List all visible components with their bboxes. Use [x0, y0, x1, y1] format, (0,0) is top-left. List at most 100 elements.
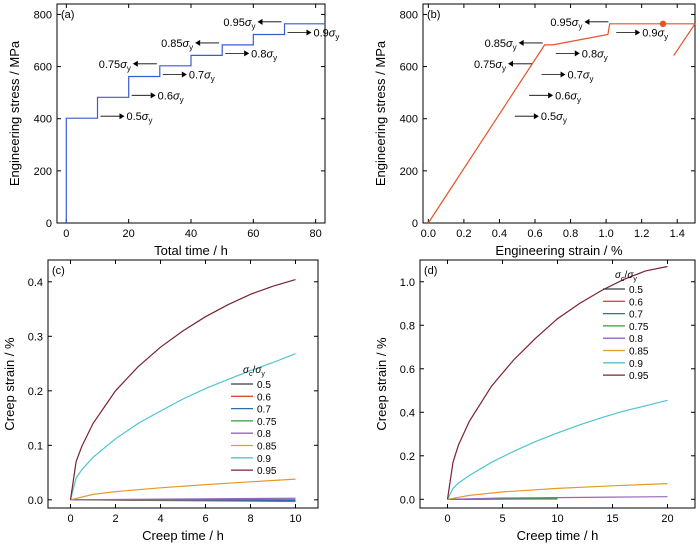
annotation-label: 0.85σy	[161, 38, 193, 52]
arrowhead	[195, 40, 200, 46]
y-tick-label: 0.4	[28, 277, 43, 289]
series-line	[66, 24, 325, 223]
y-tick-label: 200	[34, 166, 52, 178]
y-tick-label: 600	[34, 62, 52, 74]
x-tick-label: 20	[123, 228, 135, 240]
arrowhead	[257, 19, 262, 25]
legend-title: σc/σy	[615, 270, 637, 283]
panel-label: (b)	[427, 9, 440, 21]
y-axis-label: Engineering stress / MPa	[7, 40, 22, 186]
y-tick-label: 1.0	[400, 277, 415, 289]
chart-panel-4: 0 5 10 15 20 0.0 0.2 0.4 0.6 0.8 1.0 Creep time / h…	[374, 260, 695, 543]
x-tick-label: 6	[202, 513, 208, 525]
panel-label: (a)	[61, 9, 74, 21]
arrowhead	[151, 92, 156, 98]
x-axis-label: Creep time / h	[142, 528, 224, 543]
y-tick-label: 0.4	[400, 407, 415, 419]
arrowhead	[635, 30, 640, 36]
x-axis-label: Engineering strain / %	[495, 243, 623, 258]
y-tick-label: 0.8	[400, 320, 415, 332]
y-tick-label: 0.2	[28, 386, 43, 398]
y-tick-label: 0.3	[28, 331, 43, 343]
arrowhead	[548, 92, 553, 98]
y-axis-label: Creep strain / %	[374, 337, 389, 431]
x-tick-label: 10	[289, 513, 301, 525]
x-tick-label: 15	[606, 513, 618, 525]
y-tick-label: 200	[400, 166, 418, 178]
annotation-label: 0.75σy	[474, 59, 506, 73]
annotation-label: 0.6σy	[555, 90, 581, 104]
x-tick-label: 0	[67, 513, 73, 525]
arrowhead	[133, 61, 138, 67]
annotation-label: 0.85σy	[485, 38, 517, 52]
legend-label: 0.8	[257, 429, 271, 440]
annotation-label: 0.95σy	[223, 17, 255, 31]
y-tick-label: 0.1	[28, 440, 43, 452]
y-tick-label: 600	[400, 62, 418, 74]
annotation-label: 0.7σy	[189, 69, 215, 83]
legend-label: 0.95	[629, 371, 649, 382]
legend-label: 0.9	[629, 359, 643, 370]
x-tick-label: 1.2	[634, 228, 649, 240]
legend-label: 0.5	[257, 380, 271, 391]
series-line-0.85	[71, 479, 296, 500]
legend-label: 0.6	[629, 297, 643, 308]
x-tick-label: 0.4	[492, 228, 507, 240]
x-tick-label: 8	[247, 513, 253, 525]
y-tick-label: 0.0	[400, 494, 415, 506]
y-tick-label: 0.6	[400, 364, 415, 376]
annotation-label: 0.5σy	[541, 111, 567, 125]
plot-frame	[48, 260, 318, 508]
y-tick-label: 800	[400, 9, 418, 21]
annotation-label: 0.9σy	[642, 28, 668, 42]
x-tick-label: 5	[499, 513, 505, 525]
y-tick-label: 400	[34, 114, 52, 126]
legend-label: 0.95	[257, 466, 277, 477]
annotation-label: 0.5σy	[127, 111, 153, 125]
annotation-label: 0.6σy	[158, 90, 184, 104]
annotation-label: 0.95σy	[550, 17, 582, 31]
annotation-label: 0.75σy	[99, 59, 131, 73]
x-tick-label: 1.0	[598, 228, 613, 240]
annotation-label: 0.8σy	[251, 48, 277, 62]
arrowhead	[519, 40, 524, 46]
plot-frame	[420, 260, 695, 508]
legend-label: 0.75	[629, 322, 649, 333]
x-tick-label: 40	[185, 228, 197, 240]
x-tick-label: 2	[112, 513, 118, 525]
arrowhead	[244, 50, 249, 56]
y-tick-label: 0.2	[400, 451, 415, 463]
legend-label: 0.85	[629, 347, 649, 358]
x-axis-label: Creep time / h	[517, 528, 599, 543]
x-axis-label: Total time / h	[154, 243, 228, 258]
legend-label: 0.85	[257, 442, 277, 453]
data-marker	[660, 21, 666, 27]
arrowhead	[534, 113, 539, 119]
x-tick-label: 20	[661, 513, 673, 525]
y-tick-label: 0	[46, 218, 52, 230]
y-tick-label: 400	[400, 114, 418, 126]
arrowhead	[575, 50, 580, 56]
x-tick-label: 60	[247, 228, 259, 240]
y-axis-label: Creep strain / %	[2, 337, 17, 431]
y-tick-label: 800	[34, 9, 52, 21]
arrowhead	[508, 61, 513, 67]
panel-label: (c)	[52, 265, 65, 277]
legend-label: 0.7	[629, 310, 643, 321]
legend-label: 0.75	[257, 417, 277, 428]
x-tick-label: 0	[444, 513, 450, 525]
legend-label: 0.7	[257, 405, 271, 416]
arrowhead	[182, 71, 187, 77]
annotation-label: 0.7σy	[568, 69, 594, 83]
x-tick-label: 4	[157, 513, 163, 525]
y-tick-label: 0	[412, 218, 418, 230]
y-axis-label: Engineering stress / MPa	[373, 40, 388, 186]
legend-label: 0.9	[257, 454, 271, 465]
x-tick-label: 0	[63, 228, 69, 240]
legend-label: 0.8	[629, 334, 643, 345]
x-tick-label: 0.6	[527, 228, 542, 240]
x-tick-label: 10	[551, 513, 563, 525]
